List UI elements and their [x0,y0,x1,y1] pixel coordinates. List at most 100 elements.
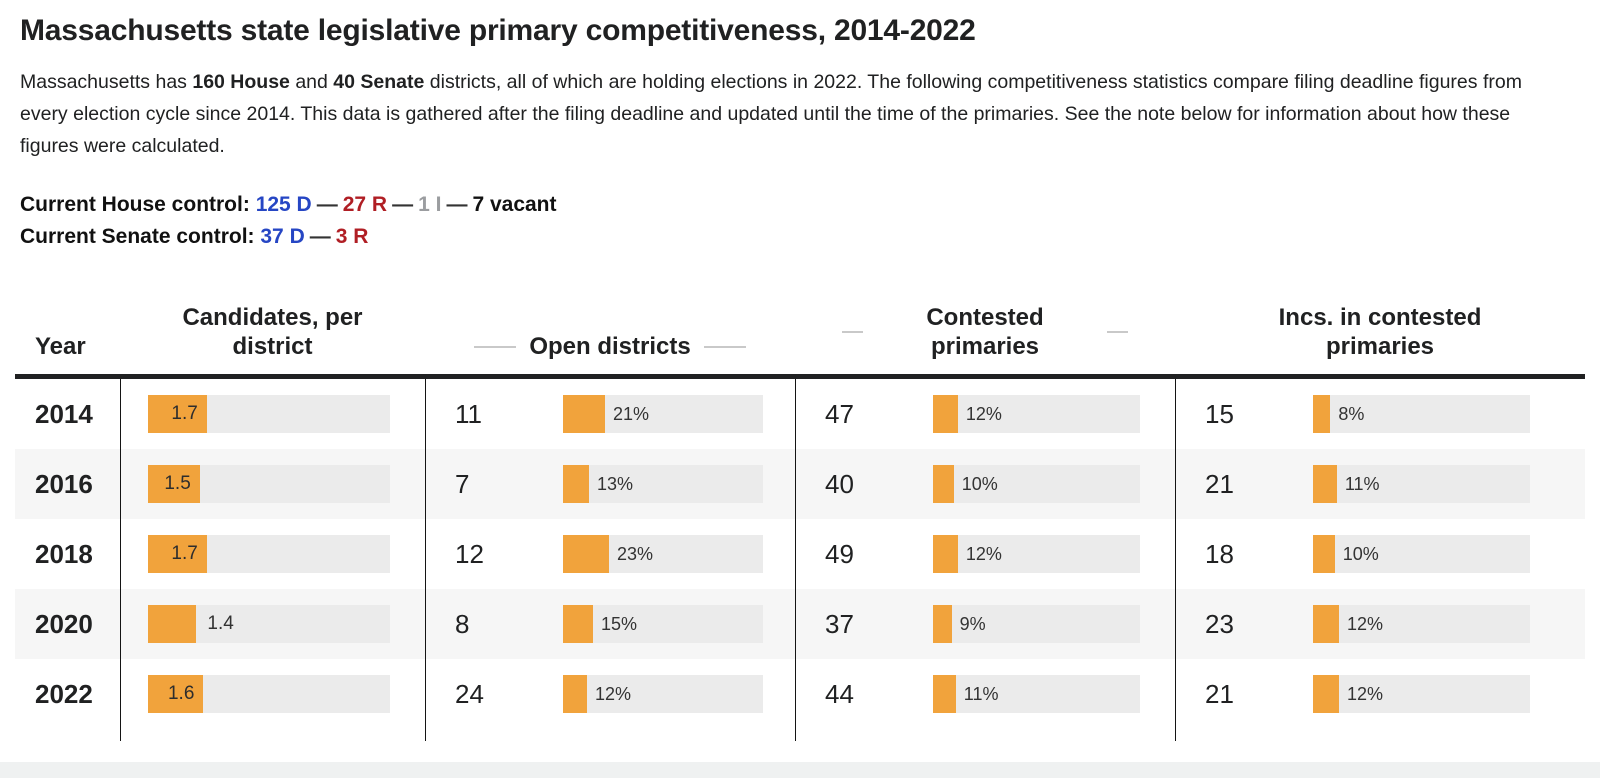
open-districts-count: 8 [455,608,470,639]
column-header-incs-in-contested-primaries: Incs. in contested primaries [1278,304,1482,360]
year-cell: 2022 [35,678,93,709]
house-ind-count: 1 I [418,193,442,216]
candidates-per-district-value: 1.6 [167,683,195,704]
incs-in-contested-pct-label: 8% [1338,403,1365,424]
house-control-line: Current House control: 125 D —27 R —1 I —7 … [20,189,1600,221]
page: Massachusetts state legislative primary … [15,14,1600,741]
contested-primaries-pct-label: 12% [965,543,1002,564]
open-districts-cell: 11 21% [425,395,795,433]
column-header-candidates-per-district: Candidates, per district [182,304,363,360]
competitiveness-table: Year Candidates, per district Open distr… [15,303,1585,741]
contested-primaries-pct-label: 11% [963,683,999,704]
column-divider [795,379,796,741]
bar-track: 15% [563,605,763,643]
contested-primaries-count: 49 [825,538,854,569]
contested-primaries-pct-label: 12% [965,403,1002,424]
party-control-summary: Current House control: 125 D —27 R —1 I —7 … [20,189,1600,253]
table-header-row: Year Candidates, per district Open distr… [15,303,1585,374]
candidates-per-district-value: 1.7 [171,403,198,424]
candidates-per-district-value: 1.5 [164,473,191,494]
open-districts-cell: 8 15% [425,605,795,643]
contested-primaries-cell: 49 12% [795,535,1175,573]
separator-dash: — [309,225,331,248]
contested-primaries-pct-bar [933,535,958,573]
senate-rep-count: 3 R [335,225,369,248]
open-districts-count: 11 [455,398,482,429]
column-header-year: Year [35,333,86,360]
column-header-open-districts: Open districts [425,332,795,361]
column-divider [120,379,121,741]
intro-segment: Massachusetts has [20,71,193,93]
senate-districts-count: 40 Senate [333,71,425,93]
candidates-per-district-cell: 1.7 [120,395,425,433]
table-row: 2016 1.5 7 13% 40 10% 21 [15,449,1585,519]
open-districts-pct-label: 12% [595,683,632,704]
open-districts-pct-bar [563,395,605,433]
intro-segment: districts, all of which are holding elec… [20,71,1522,157]
contested-primaries-pct-bar [933,395,958,433]
candidates-per-district-value: 1.4 [207,613,234,634]
open-districts-pct-label: 15% [601,613,638,634]
bar-track: 13% [563,465,763,503]
candidates-per-district-bar: 1.6 [148,675,204,713]
bar-track: 12% [563,675,763,713]
bar-track: 9% [933,605,1140,643]
bar-track: 12% [933,535,1140,573]
open-districts-pct-bar [563,675,587,713]
open-districts-count: 7 [455,468,470,499]
header-dash-line [474,345,517,348]
separator-dash: — [446,193,468,216]
candidates-per-district-value: 1.7 [171,543,198,564]
column-header-contested-primaries: Contested primaries [795,303,1175,361]
candidates-per-district-cell: 1.7 [120,535,425,573]
bar-track: 1.4 [148,605,390,643]
incs-in-contested-count: 15 [1205,398,1234,429]
incs-in-contested-pct-label: 12% [1347,683,1384,704]
incs-in-contested-pct-label: 10% [1342,543,1379,564]
contested-primaries-count: 44 [825,678,854,709]
contested-primaries-cell: 44 11% [795,675,1175,713]
table-row: 2018 1.7 12 23% 49 12% 18 [15,519,1585,589]
table-top-rule [15,374,1585,379]
senate-control-line: Current Senate control: 37 D —3 R [20,221,1600,253]
candidates-per-district-bar: 1.7 [148,395,207,433]
incs-in-contested-count: 21 [1205,678,1234,709]
incs-in-contested-cell: 23 12% [1175,605,1585,643]
candidates-per-district-bar: 1.4 [148,605,234,643]
open-districts-cell: 12 23% [425,535,795,573]
bar-track: 23% [563,535,763,573]
bar-track: 11% [1313,465,1530,503]
bottom-page-band [0,762,1600,778]
contested-primaries-pct-label: 10% [961,473,998,494]
incs-in-contested-pct-bar [1313,675,1340,713]
incs-in-contested-cell: 15 8% [1175,395,1585,433]
column-divider [425,379,426,741]
intro-segment: and [289,71,334,93]
intro-text: Massachusetts has 160 House and 40 Senat… [20,66,1535,162]
contested-primaries-pct-bar [933,605,952,643]
candidates-per-district-cell: 1.6 [120,675,425,713]
table-row: 2014 1.7 11 21% 47 12% 15 [15,379,1585,449]
incs-in-contested-count: 18 [1205,538,1234,569]
open-districts-pct-bar [563,605,593,643]
year-cell: 2014 [35,398,93,429]
open-districts-count: 12 [455,538,484,569]
open-districts-pct-label: 23% [617,543,654,564]
contested-primaries-count: 37 [825,608,854,639]
candidates-per-district-bar: 1.7 [148,535,207,573]
incs-in-contested-count: 23 [1205,608,1234,639]
house-dem-count: 125 D [255,193,312,216]
year-cell: 2016 [35,468,93,499]
table-row: 2022 1.6 24 12% 44 11% 21 [15,659,1585,729]
contested-primaries-cell: 37 9% [795,605,1175,643]
year-cell: 2018 [35,538,93,569]
candidates-per-district-cell: 1.4 [120,605,425,643]
open-districts-pct-label: 13% [597,473,634,494]
incs-in-contested-pct-label: 12% [1347,613,1384,634]
senate-control-label: Current Senate control: [20,225,255,248]
bar-track: 12% [1313,675,1530,713]
incs-in-contested-cell: 18 10% [1175,535,1585,573]
contested-primaries-cell: 47 12% [795,395,1175,433]
house-rep-count: 27 R [342,193,388,216]
senate-dem-count: 37 D [260,225,305,248]
